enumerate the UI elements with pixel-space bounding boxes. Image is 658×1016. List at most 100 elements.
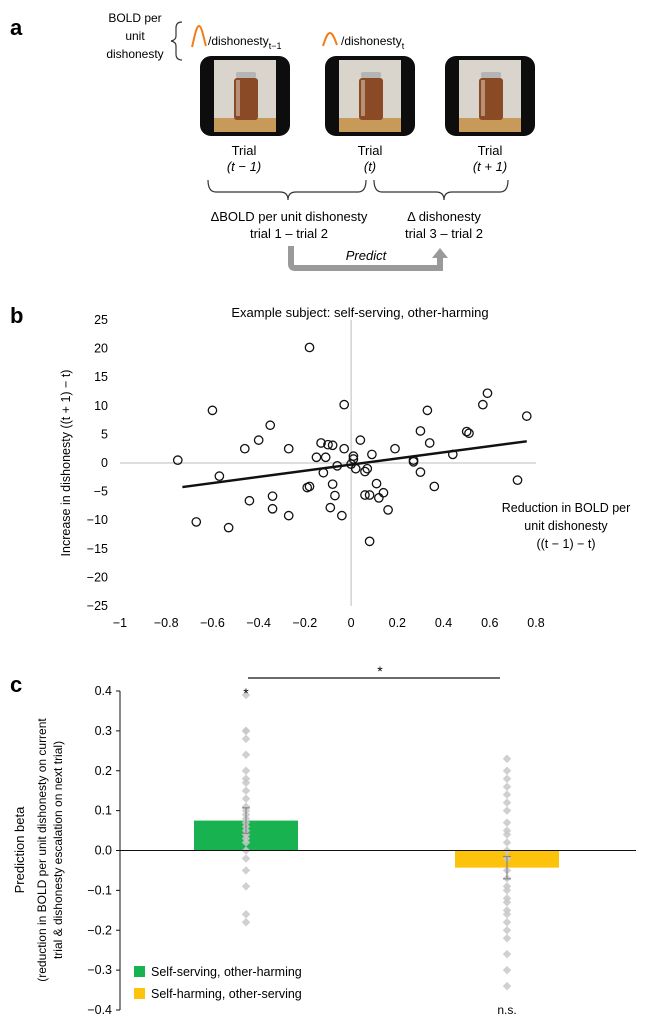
- panel-b: b Example subject: self-serving, other-h…: [10, 303, 630, 630]
- scatter-point: [422, 405, 433, 416]
- scatter-point: [244, 495, 255, 506]
- scatter-point: [348, 451, 359, 461]
- y-tick-label: 0.0: [95, 844, 112, 858]
- scatter-point: [360, 466, 370, 477]
- scatter-point: [191, 517, 202, 527]
- scatter-point: [304, 481, 315, 492]
- scatter-point: [477, 399, 488, 410]
- scatter-point: [367, 449, 377, 460]
- y-tick-label: 0: [101, 456, 108, 470]
- panel-b-axes: [120, 320, 536, 606]
- scatter-point: [318, 467, 329, 478]
- series-2-significance: n.s.: [497, 1003, 516, 1016]
- ratio-curr: /dishonestyt: [341, 34, 405, 51]
- y-tick-label: 0.4: [95, 684, 112, 698]
- panel-a: a BOLD per unit dishonesty /dishonestyt−…: [10, 11, 535, 271]
- panel-b-title: Example subject: self-serving, other-har…: [231, 305, 488, 320]
- scatter-point: [390, 443, 400, 454]
- x-tick-label: 0: [348, 616, 355, 630]
- predict-arrowhead-icon: [432, 248, 448, 258]
- panel-c: c 0.4 0.3 0.2 0.1 0.0 −0.1 −0.2 −0.3 −0.4 * * n.…: [10, 663, 636, 1016]
- trial-3-label: Trial: [478, 143, 503, 158]
- scatter-point: [383, 505, 393, 515]
- scatter-point: [172, 455, 183, 465]
- legend-label-2: Self-harming, other-serving: [151, 987, 302, 1001]
- y-tick-label: 25: [94, 313, 108, 327]
- bold-curve-icon-2: [322, 31, 338, 47]
- x-tick-label: 0.4: [435, 616, 452, 630]
- scatter-point: [415, 426, 426, 436]
- scatter-point: [408, 457, 419, 467]
- legend-label-1: Self-serving, other-harming: [151, 965, 302, 979]
- individual-point: [502, 818, 512, 827]
- individual-points: [241, 690, 512, 991]
- scatter-points: [172, 342, 532, 547]
- scatter-point: [371, 478, 382, 489]
- y-tick-label: −25: [87, 599, 108, 613]
- panel-c-ticks: 0.4 0.3 0.2 0.1 0.0 −0.1 −0.2 −0.3 −0.4: [87, 684, 120, 1016]
- scatter-point: [327, 440, 338, 451]
- scatter-point: [429, 481, 440, 492]
- y-tick-label: −20: [87, 570, 108, 584]
- y-tick-label: 10: [94, 399, 108, 413]
- individual-point: [502, 898, 512, 907]
- y-tick-label: 0.1: [95, 804, 112, 818]
- y-tick-label: 0.2: [95, 764, 112, 778]
- individual-point: [502, 806, 512, 815]
- scatter-point: [327, 479, 338, 490]
- scatter-point: [482, 388, 493, 399]
- individual-point: [502, 965, 512, 975]
- y-tick-label: −10: [87, 513, 108, 527]
- scatter-point: [330, 490, 340, 501]
- bold-curve-icon: [191, 24, 207, 48]
- individual-point: [502, 886, 512, 895]
- individual-point: [241, 882, 251, 891]
- individual-point: [241, 854, 251, 863]
- trial-image-3: [445, 56, 535, 136]
- delta-dishonesty-line2: trial 3 – trial 2: [405, 226, 483, 241]
- legend-swatch-2: [134, 988, 145, 999]
- individual-point: [241, 918, 251, 927]
- scatter-point: [373, 493, 384, 503]
- trial-1-label: Trial: [232, 143, 257, 158]
- scatter-point: [461, 426, 472, 437]
- scatter-point: [223, 522, 234, 533]
- trial-2-label: Trial: [358, 143, 383, 158]
- y-tick-label: −0.1: [87, 883, 112, 897]
- scatter-point: [337, 510, 347, 521]
- scatter-point: [207, 405, 218, 416]
- individual-point: [241, 910, 251, 919]
- panel-c-ylabel: Prediction beta: [12, 806, 27, 893]
- y-tick-label: −15: [87, 542, 108, 556]
- individual-point: [241, 734, 251, 744]
- y-tick-label: 0.3: [95, 724, 112, 738]
- x-tick-label: −0.8: [154, 616, 179, 630]
- individual-point: [502, 918, 512, 927]
- scatter-point: [283, 443, 294, 454]
- scatter-point: [325, 502, 336, 513]
- individual-point: [241, 794, 251, 803]
- panel-a-label: a: [10, 15, 23, 40]
- ratio-prev: /dishonestyt−1: [208, 34, 281, 51]
- individual-point: [502, 754, 512, 764]
- scatter-point: [415, 467, 426, 478]
- x-tick-label: 0.6: [481, 616, 498, 630]
- trial-3-sub: (t + 1): [473, 159, 507, 174]
- scatter-point: [350, 463, 361, 474]
- x-tick-label: −1: [113, 616, 127, 630]
- x-tick-label: 0.2: [389, 616, 406, 630]
- individual-point: [502, 838, 512, 847]
- individual-point: [502, 981, 512, 991]
- scatter-point: [265, 420, 276, 431]
- individual-point: [241, 726, 251, 736]
- individual-point: [502, 798, 512, 807]
- scatter-point: [362, 463, 373, 474]
- individual-point: [502, 949, 512, 959]
- y-tick-label: −0.2: [87, 923, 112, 937]
- individual-point: [502, 766, 512, 775]
- panel-b-ylabel: Increase in dishonesty ((t + 1) − t): [59, 370, 73, 557]
- scatter-point: [332, 461, 343, 471]
- legend-swatch-1: [134, 966, 145, 977]
- individual-point: [241, 786, 251, 795]
- bold-per-unit-line3: dishonesty: [106, 47, 163, 61]
